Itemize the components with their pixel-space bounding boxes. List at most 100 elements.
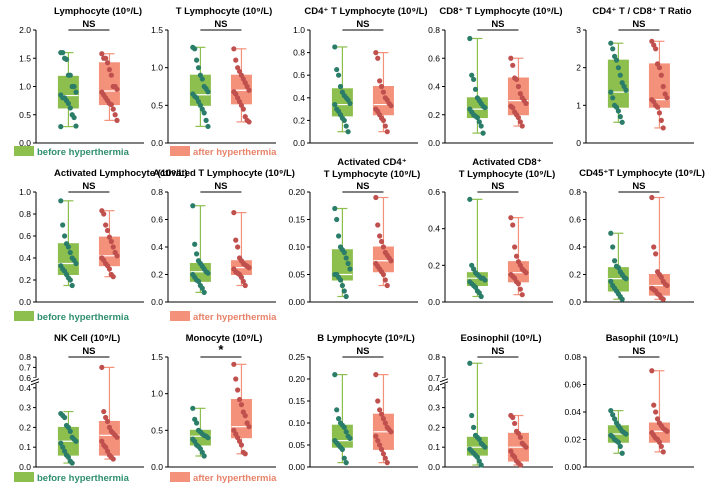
y-tick-label: 0.0 <box>569 297 581 307</box>
data-point <box>517 434 523 440</box>
y-tick-label: 0.8 <box>428 25 440 35</box>
data-point <box>73 89 79 95</box>
data-point <box>382 420 388 426</box>
data-point <box>343 293 349 300</box>
data-point <box>104 227 111 234</box>
data-point <box>334 407 340 413</box>
chart-title: T Lymphocyte (10⁹/L) <box>176 6 273 17</box>
data-point <box>231 46 237 52</box>
legend-swatch-after <box>170 146 190 156</box>
data-point <box>623 87 629 93</box>
data-point <box>517 90 523 97</box>
data-point <box>195 278 202 284</box>
y-tick-label: 1.0 <box>19 82 31 92</box>
significance-label: NS <box>356 181 369 192</box>
data-point <box>471 76 477 83</box>
data-point <box>512 454 518 460</box>
chart-title-line: T Lymphocyte (10⁹/L) <box>324 169 421 180</box>
data-point <box>67 428 73 434</box>
data-point <box>515 114 522 121</box>
y-tick-label: 0.15 <box>288 396 305 406</box>
data-point <box>660 125 666 131</box>
data-point <box>656 439 663 445</box>
data-point <box>513 253 520 259</box>
data-point <box>199 285 205 291</box>
data-point <box>341 455 347 461</box>
data-point <box>615 265 622 271</box>
data-point <box>205 435 211 441</box>
data-point <box>512 420 518 427</box>
y-tick-label: 2.0 <box>19 25 31 35</box>
data-point <box>476 458 482 464</box>
data-point <box>664 428 670 434</box>
data-point <box>199 76 205 82</box>
data-point <box>380 451 387 457</box>
y-tick-label: 0.2 <box>428 422 440 432</box>
data-point <box>380 117 387 123</box>
data-point <box>238 274 245 280</box>
chart-title: CD8⁺ T Lymphocyte (10⁹/L) <box>439 6 562 17</box>
chart-title: NK Cell (10⁹/L) <box>54 333 120 344</box>
data-point <box>332 44 338 50</box>
series-after <box>98 364 120 462</box>
data-point <box>201 110 207 116</box>
legend-swatch-before <box>14 311 34 321</box>
y-tick-label: 0.0 <box>151 297 163 307</box>
data-point <box>73 260 79 267</box>
y-tick-label: 0.6 <box>428 53 440 63</box>
data-point <box>608 40 614 46</box>
data-point <box>60 222 66 228</box>
legend-swatch-after <box>170 472 190 482</box>
data-point <box>388 103 394 109</box>
chart-panel-15: Basophil (10⁹/L) 0.00 0.02 0.04 0.06 0.08 NS <box>564 333 694 472</box>
y-tick-label: 0.2 <box>19 422 31 432</box>
data-point <box>617 443 623 449</box>
data-point <box>103 444 109 450</box>
data-point <box>205 270 211 276</box>
data-point <box>235 244 241 250</box>
data-point <box>339 446 345 452</box>
data-point <box>334 216 340 223</box>
data-point <box>472 86 479 92</box>
data-point <box>233 376 239 382</box>
y-tick-label: 0.8 <box>428 352 440 362</box>
chart-panel-7: Activated T Lymphocyte (10⁹/L) 0.0 0.2 0.4 0… <box>151 168 295 307</box>
data-point <box>656 65 663 71</box>
data-point <box>476 119 482 125</box>
series-before <box>331 205 353 300</box>
legend-label-before: before hyperthermia <box>37 147 130 158</box>
series-before <box>57 410 79 466</box>
data-point <box>658 72 664 78</box>
data-point <box>347 100 353 107</box>
significance-label: NS <box>356 19 369 30</box>
y-tick-label: 1.0 <box>293 25 305 35</box>
series-before <box>466 196 488 300</box>
data-point <box>380 271 387 278</box>
data-point <box>73 438 79 444</box>
data-point <box>192 241 198 247</box>
data-point <box>612 258 618 264</box>
data-point <box>649 368 655 374</box>
y-tick-label: 1 <box>576 100 581 110</box>
data-point <box>512 244 518 250</box>
axis-break-mark <box>30 378 40 383</box>
data-point <box>515 83 522 90</box>
legend-label-after: after hyperthermia <box>193 473 277 484</box>
y-tick-label: 0.7 <box>19 362 31 372</box>
significance-label: NS <box>82 19 95 30</box>
significance-label: NS <box>356 346 369 357</box>
data-point <box>201 289 207 295</box>
y-tick-label: 0.10 <box>288 242 305 252</box>
significance-label: NS <box>214 19 227 30</box>
y-tick-label: 0.6 <box>428 187 440 197</box>
y-tick-label: 0.06 <box>564 380 581 390</box>
data-point <box>242 451 248 457</box>
data-point <box>382 455 388 461</box>
data-point <box>608 408 614 414</box>
chart-title-line: T Lymphocyte (10⁹/L) <box>459 169 556 180</box>
chart-title: Basophil (10⁹/L) <box>606 333 679 344</box>
data-point <box>106 234 113 240</box>
data-point <box>110 106 116 112</box>
y-tick-label: 0.08 <box>564 352 581 362</box>
